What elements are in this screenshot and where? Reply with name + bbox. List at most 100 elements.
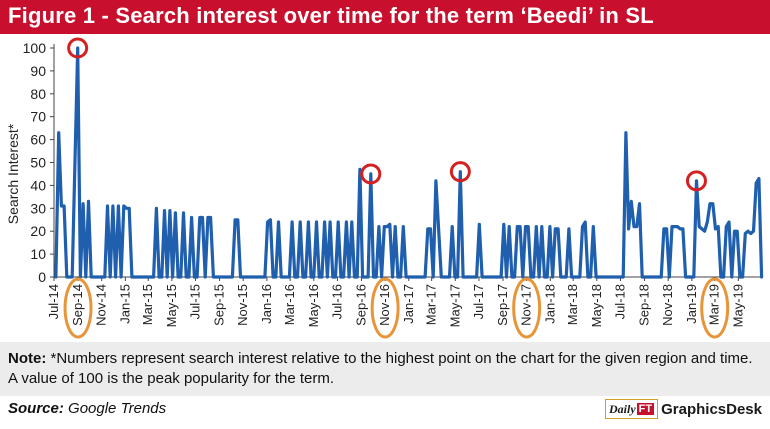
data-point — [437, 228, 440, 230]
data-point — [264, 276, 266, 278]
x-tick-label: Mar-15 — [140, 284, 155, 325]
data-point — [98, 276, 101, 278]
data-point — [722, 276, 725, 278]
data-point — [65, 276, 68, 278]
data-point — [182, 212, 185, 214]
y-tick-label: 40 — [30, 177, 46, 193]
logo-text-ft: FT — [636, 403, 655, 415]
data-point — [106, 205, 109, 207]
data-point — [511, 276, 513, 278]
data-point — [473, 276, 475, 278]
period-highlight-ellipse — [512, 277, 542, 339]
data-point — [570, 276, 573, 278]
data-point — [348, 276, 350, 278]
data-point — [445, 276, 448, 278]
data-point — [690, 276, 692, 278]
data-point — [524, 225, 527, 228]
data-point — [592, 225, 595, 228]
data-point — [676, 225, 679, 228]
data-point — [87, 200, 90, 203]
data-point — [649, 276, 652, 278]
data-point — [603, 276, 605, 278]
data-point — [177, 276, 179, 278]
data-point — [302, 276, 304, 278]
data-point — [212, 276, 215, 278]
data-point — [551, 276, 554, 278]
data-point — [68, 276, 71, 278]
data-point — [673, 225, 676, 228]
data-point — [353, 276, 356, 278]
x-tick-label: Jul-18 — [612, 284, 627, 319]
data-point — [209, 216, 212, 219]
data-point — [95, 276, 98, 278]
data-point — [654, 276, 657, 278]
data-point — [701, 228, 703, 230]
x-tick-label: May-17 — [447, 284, 462, 327]
data-point — [122, 205, 125, 207]
x-tick-label: Jul-17 — [471, 284, 486, 319]
data-point — [272, 276, 274, 278]
data-point — [440, 276, 443, 278]
data-point — [725, 225, 728, 228]
data-point — [565, 276, 567, 278]
data-point — [326, 276, 329, 278]
data-point — [635, 225, 638, 228]
data-point — [364, 276, 367, 278]
data-point — [171, 276, 174, 278]
data-point — [535, 225, 538, 228]
data-point — [581, 225, 584, 228]
data-point — [291, 221, 293, 223]
note-text: Note: *Numbers represent search interest… — [8, 349, 758, 389]
y-tick-label: 60 — [30, 132, 46, 148]
data-point — [600, 276, 603, 278]
data-point — [584, 221, 586, 223]
x-tick-label: Nov-14 — [94, 284, 109, 326]
data-point — [217, 276, 220, 278]
brand-name: GraphicsDesk — [661, 400, 762, 418]
data-point — [141, 276, 144, 278]
period-highlight-ellipse — [370, 277, 400, 339]
data-point — [207, 216, 209, 219]
data-point — [258, 276, 261, 278]
line-chart: 0 10 20 30 40 50 60 70 80 90 100 Jul-14 Sep-14 Nov-1… — [5, 37, 764, 339]
data-point — [641, 276, 643, 278]
data-point — [589, 276, 592, 278]
x-tick-label: Mar-16 — [282, 284, 297, 325]
x-tick-label: Jan-15 — [117, 284, 132, 324]
data-point — [331, 276, 334, 278]
data-point — [76, 47, 79, 49]
peak-highlight-circle — [360, 163, 382, 185]
x-tick-label: Nov-15 — [235, 284, 250, 326]
data-point — [63, 205, 65, 207]
data-point — [201, 216, 204, 219]
data-point — [277, 221, 280, 223]
data-point — [380, 276, 383, 278]
data-point — [250, 276, 253, 278]
data-point — [497, 276, 500, 278]
data-point — [315, 221, 318, 223]
data-point — [337, 221, 340, 223]
peak-highlight-circle — [67, 37, 89, 59]
data-point — [492, 276, 494, 278]
data-point — [101, 276, 103, 278]
data-point — [595, 276, 597, 278]
data-point — [483, 276, 486, 278]
data-point — [166, 276, 169, 278]
y-tick-label: 50 — [30, 155, 46, 171]
x-tick-label: Jul-14 — [46, 284, 61, 319]
data-point — [682, 228, 684, 230]
data-point — [266, 221, 269, 223]
data-point — [665, 228, 668, 230]
x-tick-label: May-18 — [589, 284, 604, 327]
data-point — [576, 276, 578, 278]
data-point — [692, 276, 695, 278]
data-point — [410, 276, 413, 278]
data-point — [470, 276, 473, 278]
data-point — [456, 276, 459, 278]
data-point — [312, 276, 315, 278]
data-point — [739, 276, 741, 278]
data-point — [321, 276, 323, 278]
data-point — [720, 276, 722, 278]
data-point — [231, 276, 234, 278]
data-point — [736, 230, 738, 232]
